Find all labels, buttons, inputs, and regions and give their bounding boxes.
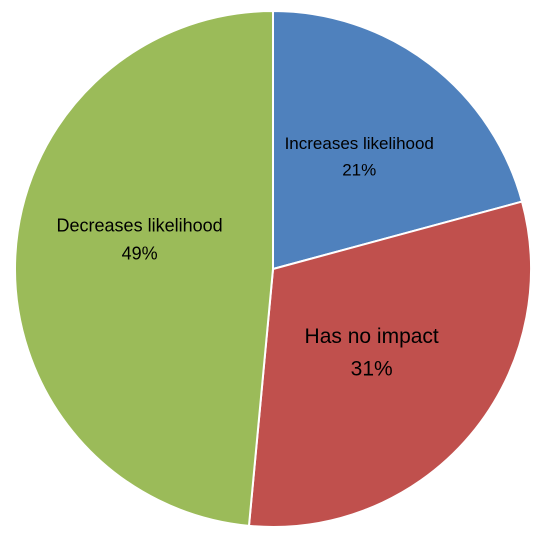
pie-data-labels: Increases likelihood 21% Has no impact 31% D…: [57, 134, 439, 381]
data-label-value-increases-likelihood: 21%: [342, 160, 376, 179]
pie-slice-increases-likelihood: [272, 9, 524, 271]
data-label-value-has-no-impact: 31%: [351, 358, 393, 381]
data-label-category-decreases-likelihood: Decreases likelihood: [57, 215, 223, 235]
pie-slice-decreases-likelihood: [14, 9, 274, 527]
data-label-category-increases-likelihood: Increases likelihood: [285, 134, 434, 153]
pie-slice-has-no-impact: [247, 200, 532, 528]
pie-slices: [14, 9, 532, 528]
data-label-value-decreases-likelihood: 49%: [122, 243, 158, 263]
data-label-category-has-no-impact: Has no impact: [305, 325, 439, 348]
